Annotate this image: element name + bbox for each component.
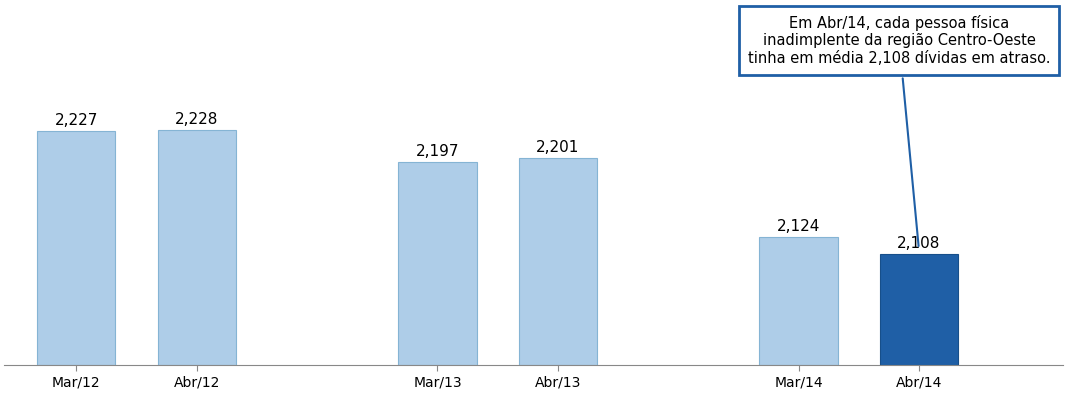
Bar xyxy=(398,162,477,365)
Bar xyxy=(759,238,838,365)
Text: 2,227: 2,227 xyxy=(54,113,98,128)
Text: 2,124: 2,124 xyxy=(777,219,820,234)
Text: 2,108: 2,108 xyxy=(898,236,940,251)
Bar xyxy=(880,254,957,365)
Bar xyxy=(158,130,236,365)
Text: 2,228: 2,228 xyxy=(175,112,219,127)
Bar xyxy=(37,131,115,365)
Text: 2,197: 2,197 xyxy=(416,144,459,159)
Text: Em Abr/14, cada pessoa física
inadimplente da região Centro-Oeste
tinha em média: Em Abr/14, cada pessoa física inadimplen… xyxy=(747,15,1050,246)
Text: 2,201: 2,201 xyxy=(536,140,580,155)
Bar xyxy=(519,158,597,365)
